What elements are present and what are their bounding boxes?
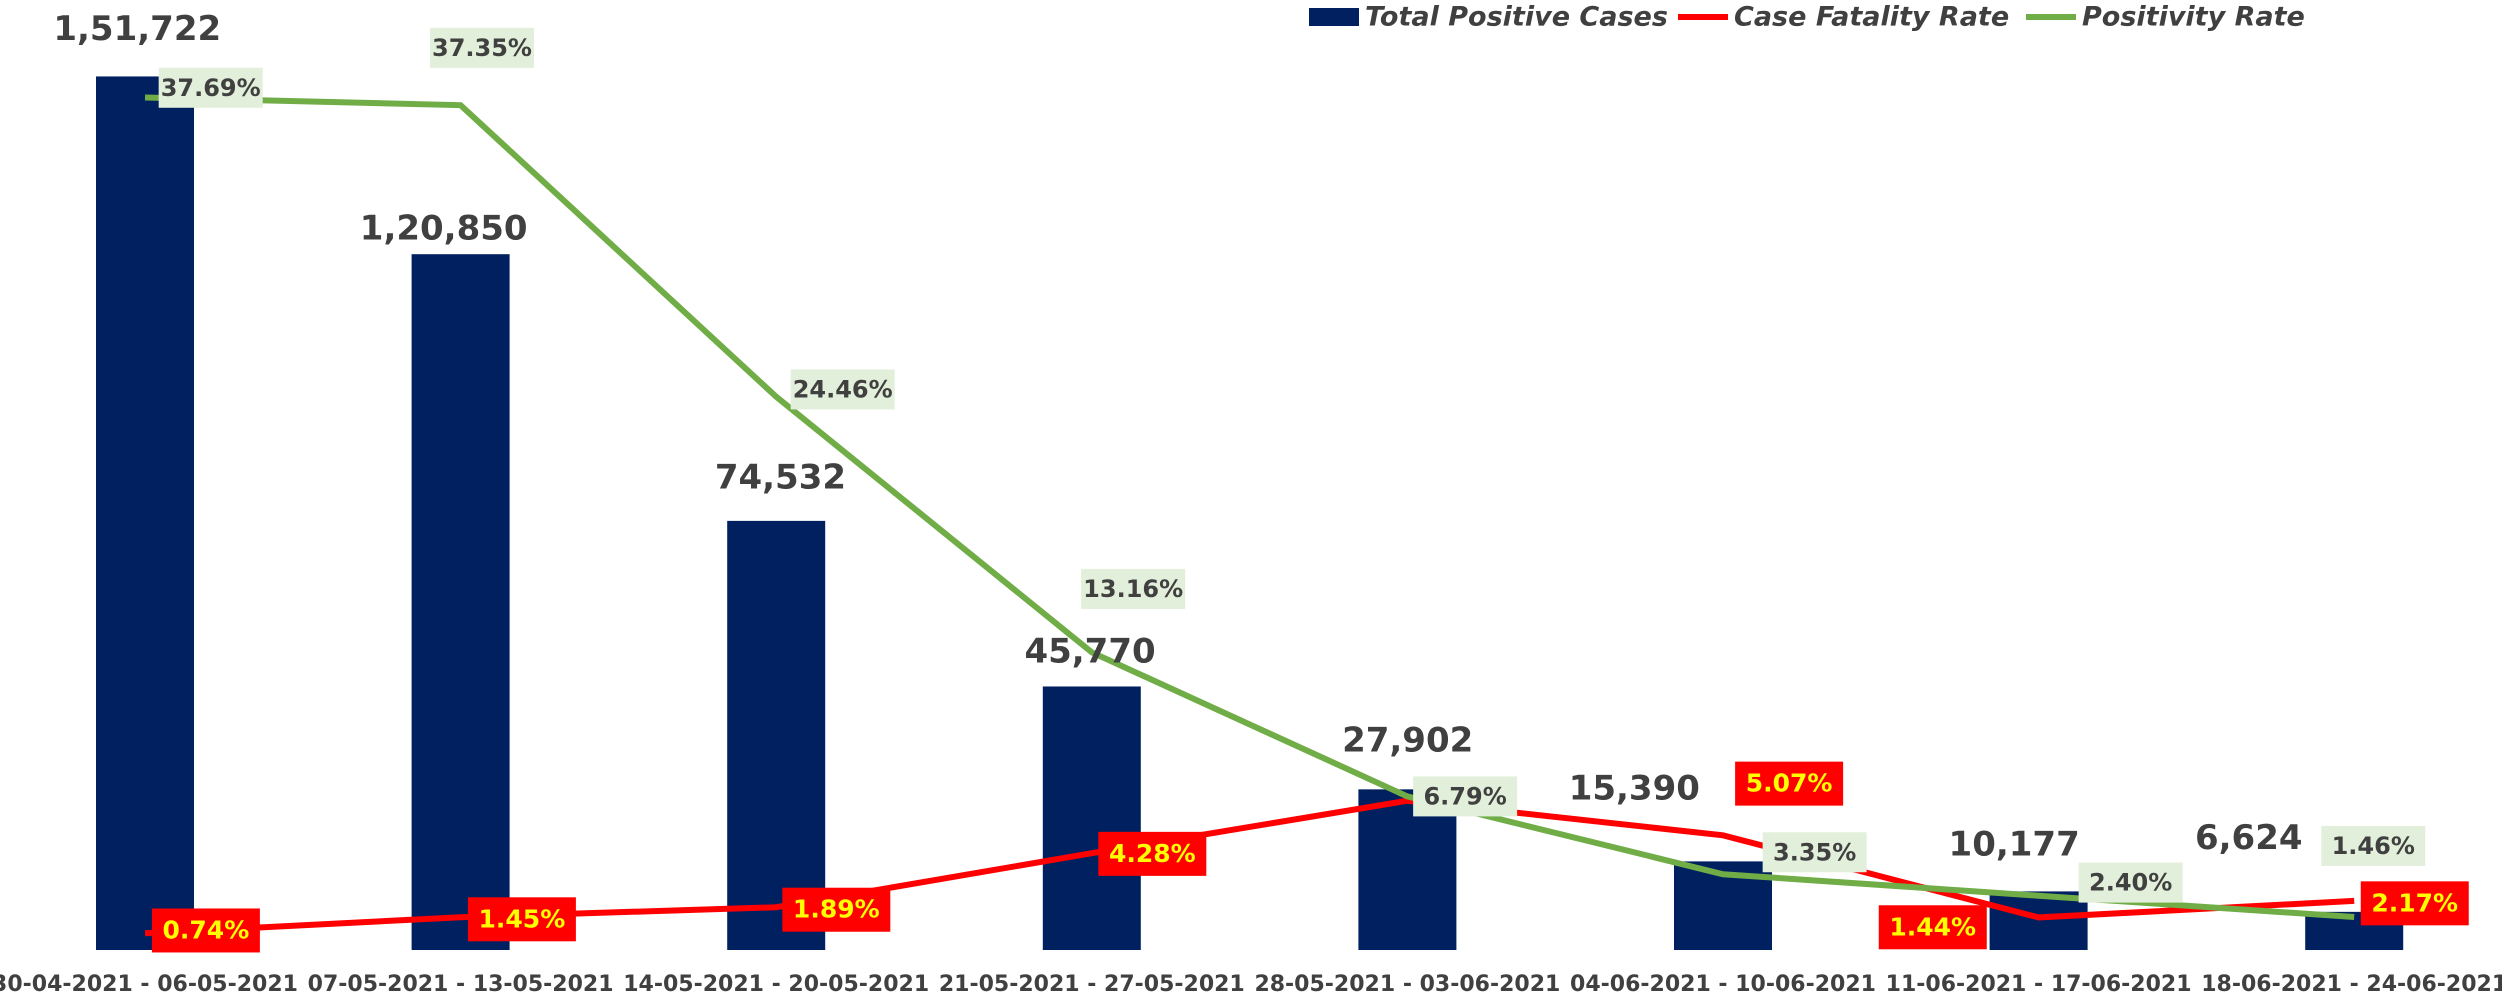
bar-value-label: 27,902 xyxy=(1342,721,1473,761)
line-value-label: 1.44% xyxy=(1878,905,1987,950)
label-box xyxy=(151,908,260,953)
line xyxy=(144,94,2355,920)
bar-value-label: 10,177 xyxy=(1949,824,2080,864)
bar-value-label: 6,624 xyxy=(2195,818,2303,858)
legend-swatch xyxy=(1309,8,1359,26)
x-tick-label: 14-05-2021 - 20-05-2021 xyxy=(623,972,929,997)
label-text: 2.40% xyxy=(2089,869,2172,897)
label-text: 2.17% xyxy=(2371,888,2458,917)
label-text: 1.89% xyxy=(793,895,880,924)
line-value-label: 2.40% xyxy=(2078,862,2183,903)
label-text: 0.74% xyxy=(163,915,250,944)
line-value-label: 6.79% xyxy=(1413,776,1518,817)
x-tick-label: 30-04-2021 - 06-05-2021 xyxy=(0,972,298,997)
label-box xyxy=(2078,862,2183,903)
legend-label: Total Positive Cases xyxy=(1365,2,1668,33)
bar-value-label: 1,51,722 xyxy=(53,9,221,49)
label-text: 1.44% xyxy=(1889,912,1976,941)
bar xyxy=(1989,891,2088,950)
bar xyxy=(96,76,194,950)
label-box xyxy=(782,887,891,932)
label-text: 13.16% xyxy=(1083,575,1183,603)
line-value-label: 13.16% xyxy=(1081,568,1186,609)
label-box xyxy=(1081,568,1186,609)
label-box xyxy=(1762,832,1867,873)
legend-label: Case Fatality Rate xyxy=(1734,2,2009,33)
bar-value-label: 74,532 xyxy=(715,457,846,497)
label-text: 37.35% xyxy=(432,34,532,62)
line-value-label: 1.46% xyxy=(2321,825,2426,866)
label-text: 5.07% xyxy=(1746,769,1833,798)
label-box xyxy=(158,67,263,108)
x-tick-label: 11-06-2021 - 17-06-2021 xyxy=(1886,972,2192,997)
line-value-label: 0.74% xyxy=(151,908,260,953)
line-value-label: 37.35% xyxy=(429,27,534,68)
line-value-label: 24.46% xyxy=(790,369,895,410)
legend-label: Positivity Rate xyxy=(2082,2,2305,33)
label-text: 1.46% xyxy=(2332,832,2415,860)
x-tick-label: 04-06-2021 - 10-06-2021 xyxy=(1570,972,1876,997)
line-value-label: 3.35% xyxy=(1762,832,1867,873)
bar-value-label: 1,20,850 xyxy=(360,208,528,248)
line-value-label: 1.89% xyxy=(782,887,891,932)
label-box xyxy=(1413,776,1518,817)
line-value-label: 2.17% xyxy=(2360,881,2469,926)
label-box xyxy=(2321,825,2426,866)
x-tick-label: 18-06-2021 - 24-06-2021 xyxy=(2201,972,2502,997)
bar-value-label: 45,770 xyxy=(1024,631,1155,671)
x-tick-label: 28-05-2021 - 03-06-2021 xyxy=(1254,972,1560,997)
bar xyxy=(411,254,510,951)
bar xyxy=(1042,686,1141,950)
line-value-label: 5.07% xyxy=(1735,761,1844,806)
label-box xyxy=(2360,881,2469,926)
line-value-label: 4.28% xyxy=(1098,831,1207,876)
label-text: 3.35% xyxy=(1773,838,1856,866)
label-text: 24.46% xyxy=(793,375,893,403)
line-value-label: 1.45% xyxy=(467,897,576,942)
label-text: 4.28% xyxy=(1109,839,1196,868)
label-box xyxy=(1735,761,1844,806)
label-text: 6.79% xyxy=(1423,782,1506,810)
label-text: 37.69% xyxy=(161,74,261,102)
label-box xyxy=(790,369,895,410)
bar-value-label: 15,390 xyxy=(1569,769,1700,809)
label-box xyxy=(467,897,576,942)
label-box xyxy=(1098,831,1207,876)
bar xyxy=(727,520,826,950)
x-tick-label: 21-05-2021 - 27-05-2021 xyxy=(939,972,1245,997)
label-box xyxy=(1878,905,1987,950)
label-text: 1.45% xyxy=(479,904,566,933)
x-tick-label: 07-05-2021 - 13-05-2021 xyxy=(308,972,614,997)
label-box xyxy=(429,27,534,68)
line-value-label: 37.69% xyxy=(158,67,263,108)
